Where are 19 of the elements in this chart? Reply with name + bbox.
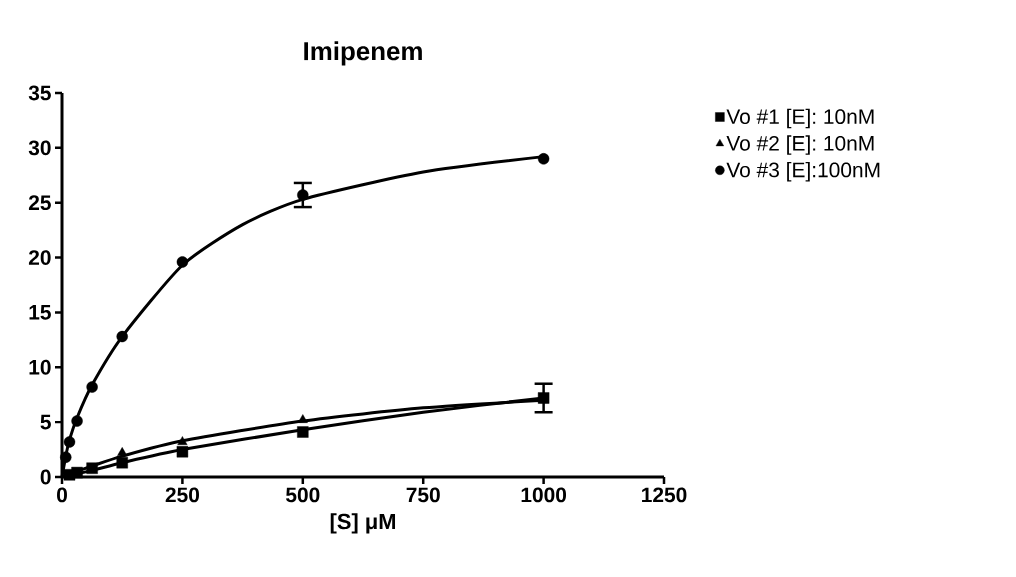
x-tick-label: 500 xyxy=(286,487,320,503)
legend-label: Vo #2 [E]: 10nM xyxy=(726,135,874,155)
y-tick-label: 20 xyxy=(28,250,51,265)
y-tick-label: 30 xyxy=(28,140,51,156)
x-axis-title: [S] μM xyxy=(330,513,396,534)
legend-label: Vo #3 [E]:100nM xyxy=(726,161,880,182)
y-tick-label: 35 xyxy=(28,85,51,101)
x-tick-label: 250 xyxy=(165,487,199,503)
x-tick-label: 0 xyxy=(57,487,67,503)
y-tick-label: 5 xyxy=(40,414,51,430)
x-tick-label: 1250 xyxy=(642,487,687,503)
chart-title: Imipenem xyxy=(304,41,422,66)
y-tick-label: 25 xyxy=(28,195,51,211)
y-tick-label: 15 xyxy=(29,305,51,320)
y-tick-label: 0 xyxy=(40,469,51,485)
y-tick-label: 10 xyxy=(29,359,51,375)
legend-label: Vo #1 [E]: 10nM xyxy=(726,108,874,129)
x-tick-label: 750 xyxy=(406,487,440,503)
x-tick-label: 1000 xyxy=(521,487,567,503)
